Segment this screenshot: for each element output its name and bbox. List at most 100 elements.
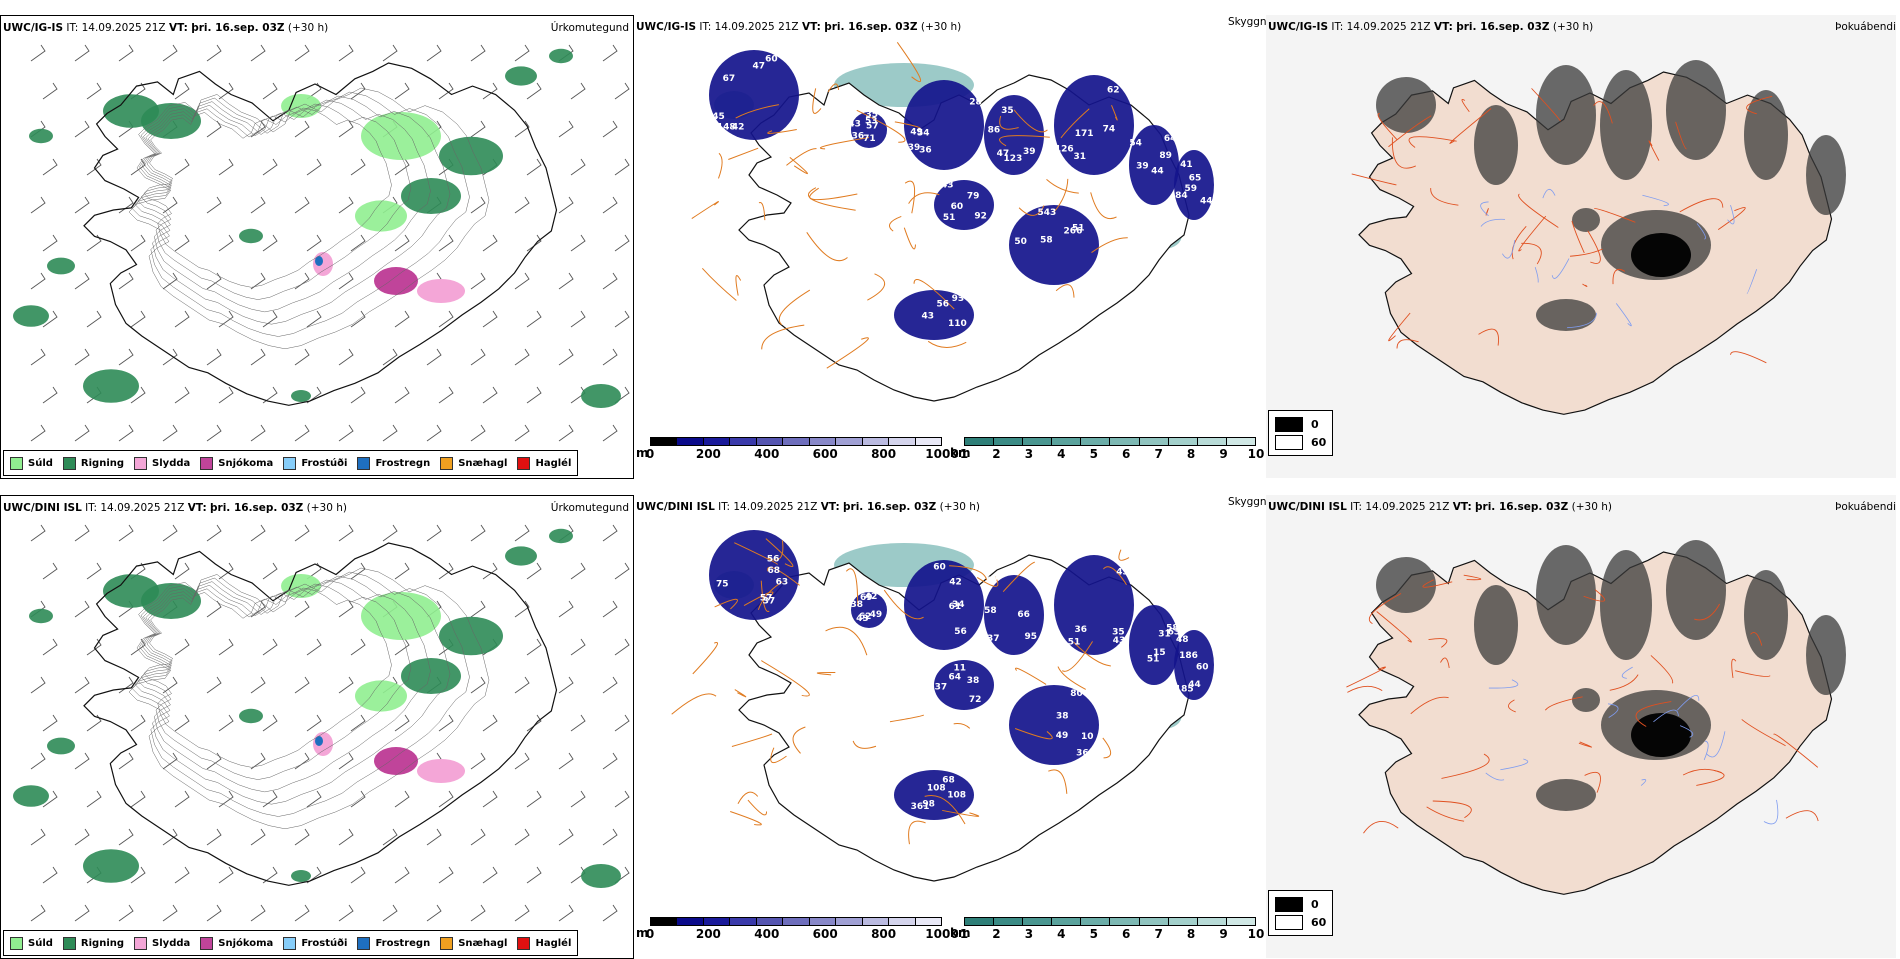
precip-area [401,178,461,214]
wind-barb [294,524,310,542]
colorbar-segment [836,918,863,925]
wind-barb [74,524,90,542]
wind-barb [470,752,486,770]
cloud-base-label: 54 [1129,139,1142,149]
panel-header: UWC/DINI ISL IT: 14.09.2025 21Z VT: þri.… [1268,501,1612,513]
river [1642,194,1669,207]
cloud-base-label: 51 [1072,224,1085,234]
colorbar-segment [965,438,995,445]
lead-time: (+30 h) [287,22,329,34]
precip-type-legend: Súld Rigning Slydda Snjókoma Frostúði Frostre… [3,450,579,476]
it-label: IT: [85,502,98,514]
wind-barb [602,424,618,442]
fog-area [1631,233,1691,277]
river [1653,709,1679,723]
legend-swatch [357,456,371,470]
colorbar-segment [1023,918,1053,925]
cloud-base-area [1009,685,1099,765]
cloud-base-label: 51 [943,213,956,223]
cloud-base-colorbar: 0 200 400 600 800 1000 m [636,437,959,461]
fog-legend-row: 60 [1275,433,1326,451]
wind-barb [262,234,278,252]
fog-area [1572,688,1600,712]
fog-legend-row: 0 [1275,415,1326,433]
wind-barb [602,828,618,846]
legend-swatch [62,456,76,470]
fog-area [1744,90,1788,180]
road [904,180,916,214]
cloud-base-area [1174,630,1214,700]
road [816,671,836,676]
legend-swatch [200,456,214,470]
cloud-base-label: 38 [1056,711,1069,721]
wind-barb [514,44,530,62]
wind-barb [426,904,442,922]
wind-barb [614,310,630,328]
colorbar-segment [889,918,916,925]
it-label: IT: [66,22,79,34]
fog-area [1376,557,1436,613]
precip-area [401,658,461,694]
wind-barb [470,120,486,138]
wind-barb [86,82,102,100]
vt-value: þri. 16.sep. 03Z [1475,501,1569,513]
wind-barb [42,234,58,252]
wind-barb [558,348,574,366]
wind-barb [394,790,410,808]
wind-barb [558,904,574,922]
wind-barb [558,196,574,214]
fog-legend-label: 60 [1311,435,1327,449]
model-name: UWC/IG-IS [1268,21,1329,33]
wind-barb [526,82,542,100]
road [856,109,906,143]
wind-barb [350,714,366,732]
wind-barb [338,424,354,442]
wind-barb [130,310,146,328]
fog-area [1600,70,1652,180]
contour-line [128,567,490,830]
contour-line [128,87,490,350]
wind-barb [514,272,530,290]
cloud-base-label: 79 [967,191,980,201]
cloud-base-label: 51 [1147,655,1160,665]
cloud-base-label: 543 [1038,208,1057,218]
precip-area [239,708,263,724]
colorbar-tick: 9 [1219,927,1228,941]
road [927,340,967,348]
wind-barb [602,524,618,542]
wind-barb [118,904,134,922]
wind-barb [162,524,178,542]
wind-barb [558,828,574,846]
cloud-base-label: 71 [863,134,876,144]
wind-barb [218,714,234,732]
colorbar-tick: 5 [1089,927,1098,941]
road [1422,579,1453,588]
colorbar-tick: 8 [1186,447,1196,461]
wind-barb [206,524,222,542]
road [1060,108,1090,139]
cloud-base-label: 58 [1040,235,1053,245]
cloud-base-area [1174,150,1214,220]
wind-barb [174,866,190,884]
precip-area [505,66,537,86]
vt-label: VT: [801,21,821,33]
visibility-unit: km [950,446,971,460]
wind-barb [162,904,178,922]
it-label: IT: [1350,501,1363,513]
wind-barb [350,158,366,176]
road [1055,284,1075,298]
wind-barb [206,44,222,62]
coastline [83,62,558,406]
wind-barb [338,904,354,922]
wind-barb [394,82,410,100]
colorbar-segment [677,438,704,445]
road [1090,192,1117,220]
road [1408,136,1457,148]
wind-barb [262,790,278,808]
wind-barb [526,638,542,656]
road [1578,741,1593,748]
wind-barb [338,196,354,214]
model-name: UWC/DINI ISL [636,501,715,513]
colorbar-tick: 1000 [925,927,959,941]
wind-barb [250,272,266,290]
